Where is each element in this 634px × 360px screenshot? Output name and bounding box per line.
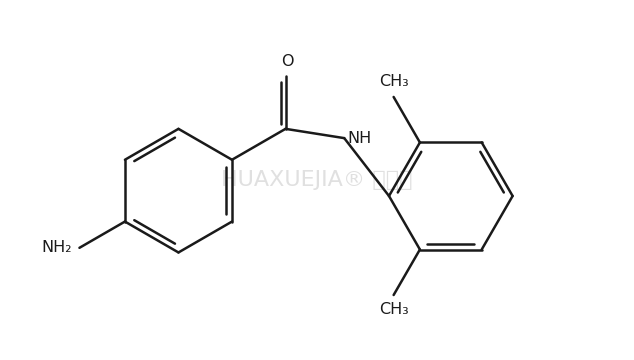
- Text: O: O: [281, 54, 294, 69]
- Text: CH₃: CH₃: [378, 302, 408, 318]
- Text: NH: NH: [347, 131, 372, 145]
- Text: NH₂: NH₂: [41, 240, 72, 255]
- Text: CH₃: CH₃: [378, 75, 408, 90]
- Text: HUAXUEJIA® 化学加: HUAXUEJIA® 化学加: [221, 170, 413, 190]
